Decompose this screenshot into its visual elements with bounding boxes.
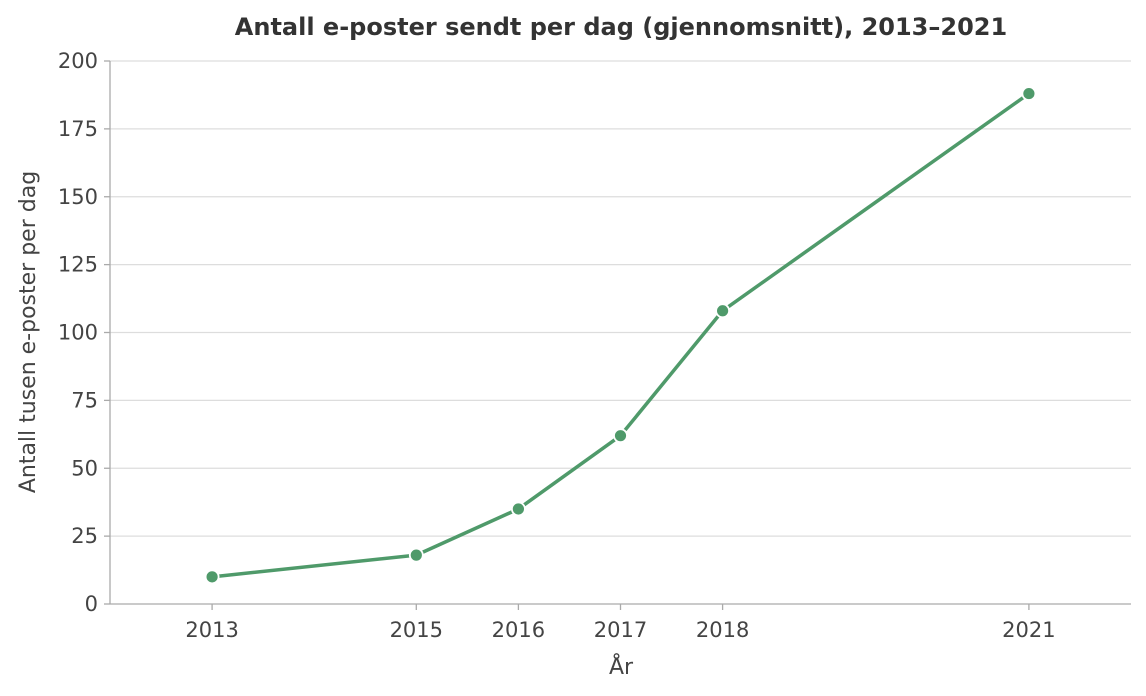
chart-title: Antall e-poster sendt per dag (gjennomsn…	[235, 13, 1007, 41]
data-point	[511, 501, 526, 517]
x-tick-label: 2018	[696, 618, 749, 642]
series-layer	[204, 86, 1037, 585]
data-point	[1021, 86, 1037, 101]
data-point	[613, 428, 628, 444]
y-tick-label: 50	[71, 456, 98, 480]
y-tick-label: 200	[58, 49, 98, 73]
x-tick-label: 2021	[1002, 618, 1055, 642]
y-tick-label: 0	[85, 592, 98, 616]
data-point	[715, 303, 730, 319]
x-tick-label: 2017	[594, 618, 647, 642]
tick-labels: 0 25 50 75 100 125 150 175 200 2013 2015 2016 2017 20…	[58, 49, 1056, 642]
axes	[104, 60, 1131, 610]
x-tick-label: 2015	[390, 618, 443, 642]
y-tick-label: 25	[71, 524, 98, 548]
x-axis-label: År	[609, 653, 634, 680]
series-line	[210, 91, 1031, 579]
x-tick-label: 2013	[185, 618, 238, 642]
y-tick-label: 75	[71, 388, 98, 412]
data-point	[204, 569, 220, 585]
y-axis-label: Antall tusen e-poster per dag	[16, 171, 41, 493]
grid-lines	[110, 60, 1131, 537]
y-tick-label: 125	[58, 253, 98, 277]
x-tick-label: 2016	[492, 618, 545, 642]
data-point	[408, 547, 424, 563]
y-tick-label: 175	[58, 117, 98, 141]
y-tick-label: 150	[58, 185, 98, 209]
y-tick-label: 100	[58, 321, 98, 345]
